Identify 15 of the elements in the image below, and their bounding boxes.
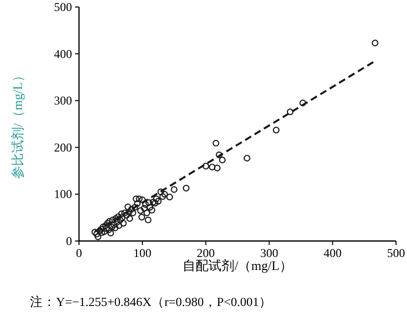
y-tick-label: 100: [54, 187, 72, 202]
y-axis-title: 参比试剂/（mg/L）: [10, 69, 25, 179]
y-tick-label: 200: [54, 140, 72, 154]
x-tick-label: 200: [196, 246, 215, 260]
x-tick-label: 300: [260, 246, 278, 260]
x-tick-label: 100: [133, 246, 152, 260]
y-tick-label: 500: [54, 0, 72, 14]
y-tick-label: 400: [54, 46, 72, 61]
x-tick-label: 0: [76, 246, 82, 260]
x-tick-label: 400: [324, 246, 342, 260]
x-tick-label: 500: [387, 246, 405, 260]
y-tick-label: 300: [54, 94, 72, 108]
text: 注：Y=−1.255+0.846X（r=0.980，P<0.001）: [30, 295, 272, 309]
x-axis-title: 自配试剂/（mg/L）: [182, 258, 292, 273]
y-tick-label: 0: [66, 234, 72, 248]
